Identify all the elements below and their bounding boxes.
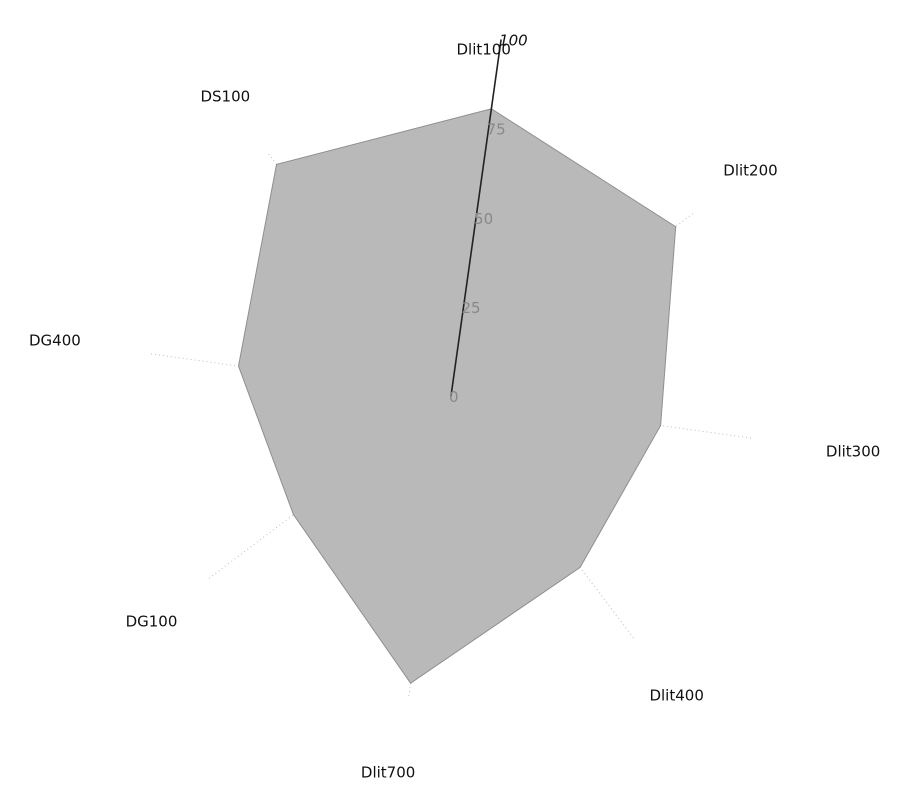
category-labels: Dlit100 Dlit200 Dlit300 Dlit400 Dlit700 DG100… (29, 40, 880, 781)
axis-label-dlit300: Dlit300 (826, 443, 880, 461)
tick-label-100: 100 (499, 32, 528, 50)
tick-label-25: 25 (462, 299, 481, 317)
axis-label-ds100: DS100 (200, 88, 250, 106)
axis-label-dlit400: Dlit400 (649, 686, 703, 704)
axis-label-dlit700: Dlit700 (361, 763, 415, 781)
axis-label-dlit200: Dlit200 (723, 161, 777, 179)
tick-label-50: 50 (474, 210, 493, 228)
tick-label-0: 0 (449, 388, 459, 406)
tick-label-75: 75 (487, 121, 506, 139)
axis-label-dlit100: Dlit100 (457, 40, 511, 58)
axis-label-dg100: DG100 (126, 613, 178, 631)
radial-ticks: 0 25 50 75 100 (449, 32, 528, 406)
axis-label-dg400: DG400 (29, 331, 81, 349)
series-polygon (237, 108, 677, 684)
radial-axis-line (450, 39, 502, 397)
